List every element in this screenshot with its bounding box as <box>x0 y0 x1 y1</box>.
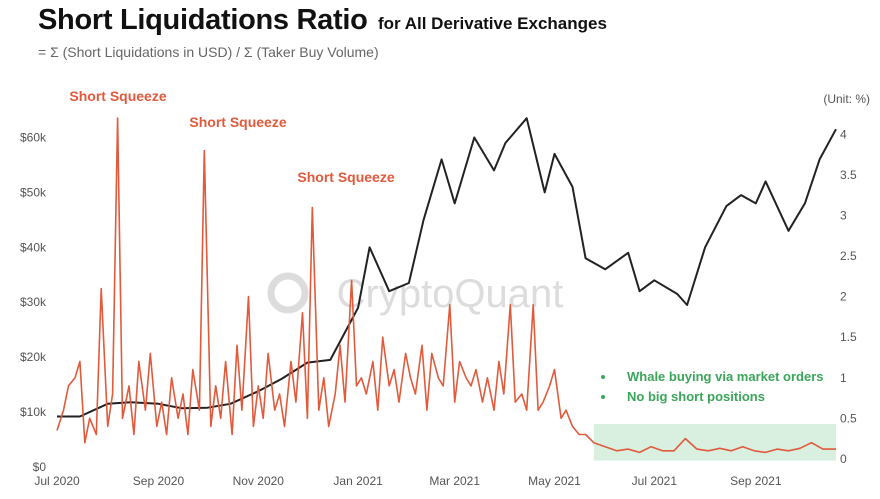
y-right-tick-label: 3.5 <box>840 168 857 182</box>
chart-title: Short Liquidations Ratio <box>38 4 368 36</box>
x-tick-label: Jul 2021 <box>632 474 678 488</box>
annotation-short-squeeze: Short Squeeze <box>69 88 166 104</box>
chart-subtitle: = Σ (Short Liquidations in USD) / Σ (Tak… <box>38 44 379 60</box>
y-left-tick-label: $10k <box>20 405 47 419</box>
x-tick-label: Jul 2020 <box>34 474 80 488</box>
y-right-tick-label: 2 <box>840 290 847 304</box>
y-right-tick-label: 3 <box>840 208 847 222</box>
y-right-tick-label: 0 <box>840 452 847 466</box>
y-right-tick-label: 2.5 <box>840 249 857 263</box>
y-right-tick-label: 1 <box>840 371 847 385</box>
chart-title-suffix: for All Derivative Exchanges <box>377 14 607 33</box>
x-tick-label: May 2021 <box>528 474 581 488</box>
y-left-tick-label: $30k <box>20 295 47 309</box>
note-1: Whale buying via market orders <box>627 369 824 384</box>
ratio-series-line <box>56 117 836 454</box>
y-right-tick-label: 4 <box>840 127 847 141</box>
x-tick-label: Nov 2020 <box>233 474 285 488</box>
y-left-tick-label: $0 <box>33 460 47 474</box>
note-bullet-icon <box>601 395 605 399</box>
y-right-tick-label: 0.5 <box>840 411 857 425</box>
chart-title-block: Short Liquidations Ratio for All Derivat… <box>38 4 607 37</box>
watermark-logo-icon <box>267 272 309 314</box>
x-tick-label: Jan 2021 <box>333 474 383 488</box>
unit-label: (Unit: %) <box>823 92 870 106</box>
y-left-tick-label: $20k <box>20 350 47 364</box>
y-left-tick-label: $40k <box>20 240 47 254</box>
y-left-tick-label: $50k <box>20 185 47 199</box>
annotation-short-squeeze: Short Squeeze <box>189 114 286 130</box>
note-bullet-icon <box>601 375 605 379</box>
y-left-tick-label: $60k <box>20 130 47 144</box>
x-tick-label: Sep 2021 <box>730 474 782 488</box>
highlight-region <box>593 423 836 461</box>
price-series-line <box>57 117 837 418</box>
note-2: No big short positions <box>627 389 765 404</box>
y-right-tick-label: 1.5 <box>840 330 857 344</box>
x-tick-label: Mar 2021 <box>429 474 480 488</box>
annotation-short-squeeze: Short Squeeze <box>297 169 394 185</box>
x-tick-label: Sep 2020 <box>133 474 185 488</box>
